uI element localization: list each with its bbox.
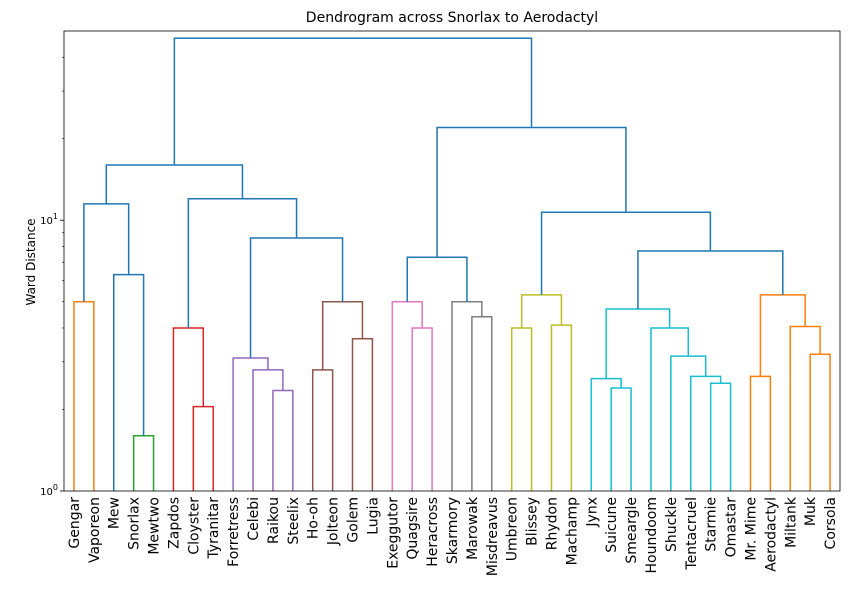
leaf-label: Marowak	[465, 496, 481, 560]
dendrogram-link	[809, 353, 831, 491]
dendrogram-link	[436, 126, 627, 258]
dendrogram-link	[520, 294, 563, 328]
leaf-label: Jolteon	[326, 497, 342, 546]
dendrogram-link	[406, 256, 468, 302]
leaf-label: Miltank	[783, 496, 799, 548]
leaf-label: Forretress	[226, 497, 242, 567]
leaf-label: Snorlax	[127, 497, 143, 550]
leaf-label: Golem	[346, 497, 362, 543]
dendrogram-link	[232, 357, 269, 491]
dendrogram-link	[351, 338, 374, 491]
dendrogram-link	[272, 389, 294, 491]
dendrogram-links	[73, 37, 831, 491]
leaf-label: Quagsire	[405, 497, 421, 560]
leaf-label: Omastar	[724, 497, 740, 558]
dendrogram-link	[192, 405, 214, 491]
dendrogram-link	[321, 301, 364, 370]
y-tick-label: 101	[40, 212, 58, 227]
leaf-label: Blissey	[525, 497, 541, 546]
dendrogram-link	[451, 301, 483, 491]
dendrogram-link	[605, 308, 671, 379]
y-axis-title: Ward Distance	[24, 218, 38, 305]
dendrogram-link	[590, 377, 622, 491]
dendrogram-link	[637, 250, 784, 310]
leaf-labels: Gengar Vaporeon Mew Snorlax Mewtwo Zapdos Cloy…	[67, 496, 839, 576]
dendrogram-link	[132, 434, 155, 491]
dendrogram-link	[173, 37, 533, 165]
leaf-label: Tyranitar	[206, 497, 222, 560]
y-tick-label: 100	[40, 483, 58, 498]
leaf-label: Rhydon	[544, 497, 560, 550]
dendrogram-link	[510, 327, 533, 491]
chart-title: Dendrogram across Snorlax to Aerodactyl	[306, 10, 598, 26]
y-major-ticks: 100 101	[40, 212, 64, 498]
leaf-label: Mew	[107, 497, 123, 529]
leaf-label: Exeggutor	[385, 497, 401, 569]
dendrogram-link	[759, 294, 806, 377]
dendrogram-link	[749, 375, 772, 491]
leaf-label: Zapdos	[166, 497, 182, 549]
dendrogram-link	[650, 327, 690, 491]
dendrogram-link	[73, 301, 95, 491]
dendrogram-link	[249, 237, 344, 358]
leaf-label: Muk	[803, 496, 819, 526]
leaf-label: Suicune	[604, 497, 620, 553]
leaf-label: Mr. Mime	[743, 497, 759, 561]
leaf-label: Cloyster	[186, 497, 202, 555]
dendrogram-link	[690, 375, 722, 491]
leaf-label: Umbreon	[505, 497, 521, 561]
leaf-label: Raikou	[266, 497, 282, 544]
dendrogram-link	[187, 198, 298, 328]
leaf-label: Steelix	[286, 497, 302, 545]
leaf-label: Machamp	[564, 497, 580, 565]
dendrogram-link	[83, 203, 130, 302]
dendrogram-link	[471, 316, 493, 491]
leaf-label: Houndoom	[644, 497, 660, 574]
leaf-label: Skarmory	[445, 497, 461, 564]
leaf-label: Jynx	[584, 497, 600, 528]
leaf-label: Vaporeon	[87, 497, 103, 563]
dendrogram-link	[105, 164, 244, 204]
dendrogram-link	[172, 327, 205, 491]
leaf-label: Aerodactyl	[763, 497, 779, 572]
leaf-label: Misdreavus	[485, 497, 501, 576]
leaf-label: Gengar	[67, 497, 83, 549]
dendrogram-link	[252, 369, 284, 491]
leaf-label: Starmie	[704, 497, 720, 552]
leaf-label: Heracross	[425, 497, 441, 567]
leaf-label: Lugia	[365, 497, 381, 535]
dendrogram-link	[311, 369, 334, 491]
dendrogram-link	[112, 273, 145, 491]
dendrogram-link	[610, 387, 632, 491]
dendrogram-link	[789, 325, 821, 491]
leaf-label: Shuckle	[664, 497, 680, 552]
leaf-label: Celebi	[246, 497, 262, 541]
dendrogram-link	[391, 301, 423, 491]
leaf-label: Ho-oh	[306, 497, 322, 539]
leaf-label: Tentacruel	[684, 497, 700, 571]
leaf-label: Smeargle	[624, 497, 640, 564]
dendrogram-link	[411, 327, 433, 491]
dendrogram-link	[540, 211, 712, 295]
leaf-label: Corsola	[823, 497, 839, 549]
dendrogram-link	[550, 324, 573, 491]
dendrogram-link	[709, 382, 732, 491]
leaf-label: Mewtwo	[147, 497, 163, 555]
plot-frame	[63, 30, 841, 492]
